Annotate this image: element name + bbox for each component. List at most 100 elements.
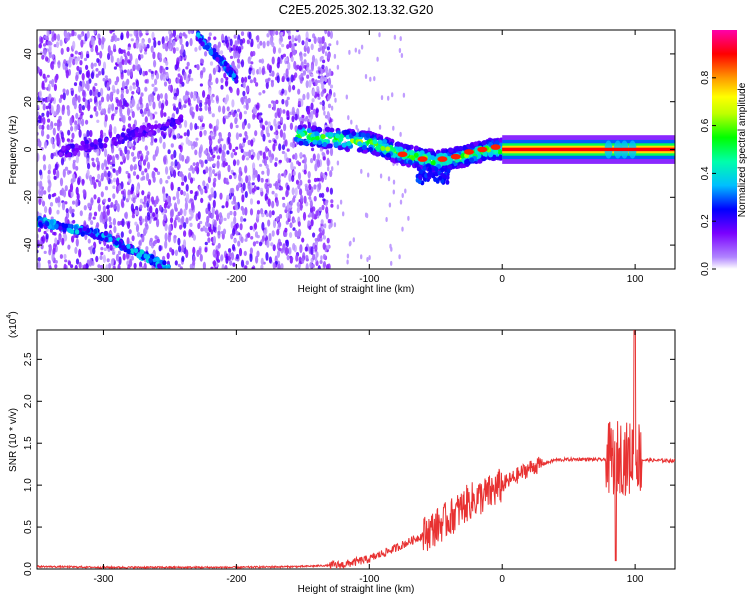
heatmap-speckle (40, 36, 44, 44)
heatmap-speckle (202, 225, 206, 232)
heatmap-speckle (286, 44, 290, 50)
heatmap-speckle (104, 221, 108, 230)
heatmap-speckle (247, 175, 251, 183)
heatmap-speckle (191, 111, 195, 119)
heatmap-speckle (257, 43, 261, 49)
heatmap-speckle (208, 169, 212, 178)
heatmap-speckle (105, 166, 109, 170)
heatmap-speckle (144, 168, 148, 173)
heatmap-speckle (319, 76, 324, 85)
heatmap-speckle (284, 227, 288, 233)
heatmap-speckle (185, 249, 189, 258)
heatmap-speckle (54, 237, 58, 245)
heatmap-speckle (92, 247, 96, 255)
heatmap-speckle (90, 197, 94, 206)
heatmap-speckle (175, 107, 179, 115)
heatmap-speckle (329, 170, 333, 178)
heatmap-speckle (275, 99, 279, 105)
heatmap-speckle (50, 97, 55, 102)
heatmap-signal-cell (469, 143, 475, 149)
heatmap-speckle (250, 236, 254, 240)
heatmap-speckle (78, 107, 82, 114)
heatmap-speckle (176, 190, 180, 200)
heatmap-speckle (163, 81, 168, 87)
heatmap-speckle (42, 116, 46, 125)
heatmap-speckle (137, 64, 141, 71)
heatmap-speckle (266, 63, 270, 71)
heatmap-track-cell (198, 37, 203, 44)
heatmap-speckle (189, 198, 193, 202)
heatmap-speckle (57, 137, 61, 145)
heatmap-speckle (125, 102, 129, 107)
heatmap-speckle (64, 259, 68, 263)
heatmap-speckle (276, 75, 280, 84)
heatmap-speckle (322, 173, 325, 178)
heatmap-signal-cell (413, 152, 419, 158)
heatmap-speckle (43, 190, 47, 195)
heatmap-speckle (274, 193, 278, 198)
heatmap-speckle (240, 148, 244, 153)
heatmap-speckle (131, 235, 135, 242)
heatmap-speckle (57, 104, 61, 114)
heatmap-speckle (387, 176, 391, 182)
heatmap-speckle (165, 179, 169, 184)
heatmap-speckle (181, 215, 185, 224)
heatmap-speckle (202, 169, 206, 174)
heatmap-speckle (280, 31, 284, 36)
heatmap-speckle (176, 133, 180, 139)
heatmap-speckle (49, 42, 53, 46)
heatmap-speckle (167, 126, 171, 134)
heatmap-speckle (310, 63, 314, 72)
heatmap-speckle (51, 36, 55, 42)
heatmap-speckle (259, 40, 263, 46)
heatmap-speckle (56, 121, 61, 128)
heatmap-speckle (296, 160, 300, 165)
heatmap-speckle (65, 69, 69, 79)
heatmap-speckle (202, 67, 206, 73)
heatmap-speckle (118, 184, 122, 192)
heatmap-speckle (290, 256, 294, 261)
heatmap-speckle (286, 157, 290, 163)
heatmap-speckle (145, 154, 149, 162)
heatmap-speckle (267, 121, 271, 128)
heatmap-speckle (204, 149, 208, 155)
heatmap-speckle (304, 246, 308, 252)
heatmap-signal-cell (427, 166, 432, 172)
heatmap-speckle (101, 67, 105, 76)
heatmap-speckle (136, 211, 140, 216)
heatmap-speckle (87, 238, 91, 244)
heatmap-speckle (97, 203, 101, 212)
heatmap-speckle (286, 148, 290, 152)
heatmap-speckle (224, 35, 228, 44)
heatmap-speckle (180, 189, 184, 196)
heatmap-speckle (327, 166, 330, 172)
heatmap-speckle (212, 235, 216, 245)
heatmap-speckle (96, 52, 100, 56)
heatmap-speckle (198, 185, 202, 192)
heatmap-speckle (260, 208, 264, 215)
heatmap-speckle (212, 163, 216, 167)
heatmap-speckle (401, 226, 404, 232)
heatmap-speckle (205, 207, 209, 214)
heatmap-speckle (52, 168, 57, 176)
heatmap-speckle (391, 92, 394, 98)
heatmap-speckle (186, 91, 190, 96)
heatmap-speckle (50, 105, 54, 114)
heatmap-speckle (96, 148, 100, 157)
heatmap-speckle (82, 189, 86, 194)
heatmap-speckle (245, 157, 249, 161)
heatmap-speckle (70, 264, 74, 269)
heatmap-speckle (121, 59, 125, 66)
heatmap-speckle (369, 76, 372, 82)
heatmap-speckle (196, 64, 200, 69)
heatmap-speckle (249, 198, 254, 205)
heatmap-speckle (244, 206, 248, 216)
heatmap-speckle (322, 198, 326, 202)
heatmap-speckle (183, 208, 187, 217)
heatmap-speckle (226, 194, 230, 200)
heatmap-speckle (167, 149, 171, 155)
heatmap-speckle (55, 41, 60, 48)
heatmap-speckle (212, 199, 216, 209)
heatmap-speckle (229, 210, 233, 216)
heatmap-signal-cell (469, 157, 474, 163)
